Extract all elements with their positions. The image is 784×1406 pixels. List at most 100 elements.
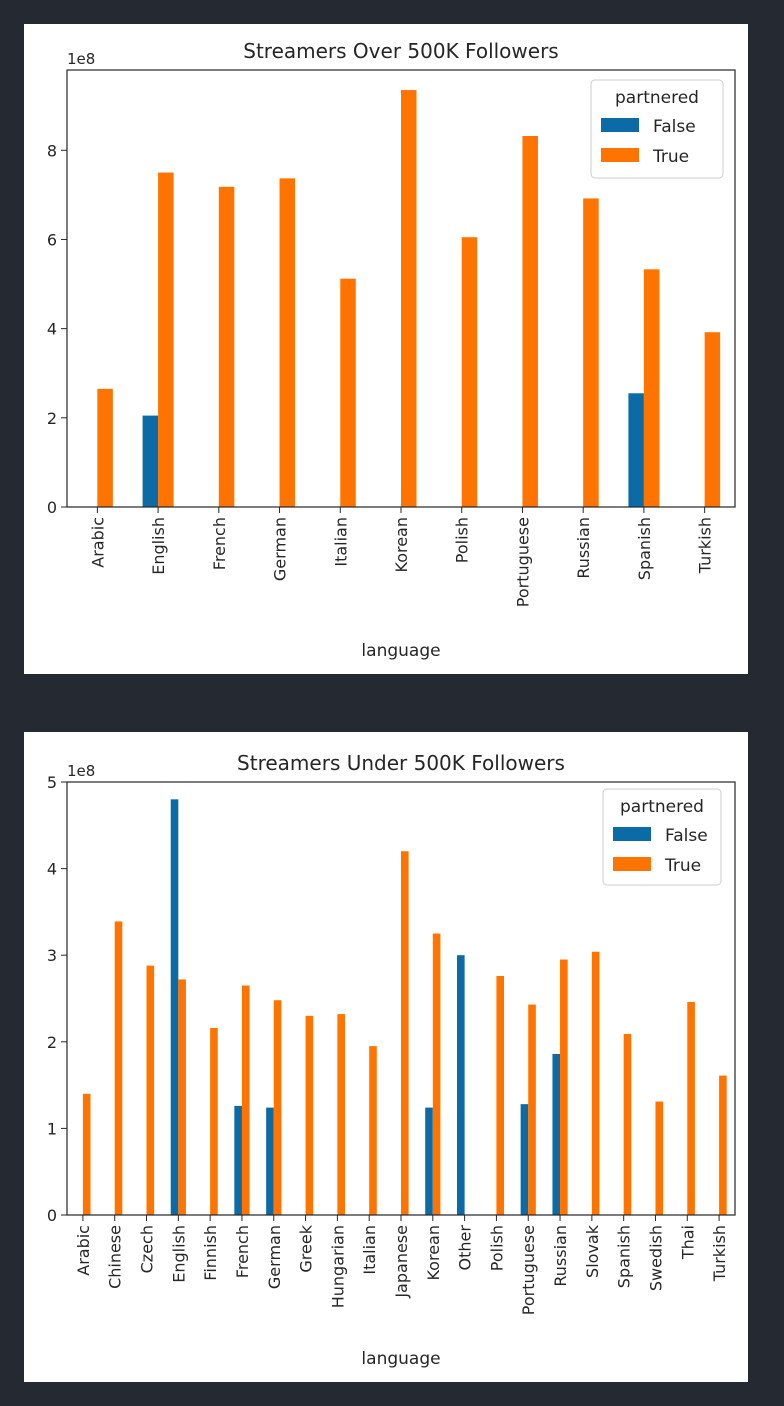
bar-true-polish — [461, 237, 478, 507]
bar-true-spanish — [643, 269, 660, 507]
bar-true-chinese — [114, 921, 123, 1215]
x-tick-label: Chinese — [106, 1225, 125, 1289]
bar-false-russian — [552, 1053, 561, 1215]
x-tick-label: Czech — [138, 1225, 157, 1273]
chart-panel-over-500k: Streamers Over 500K Followers 1e8 0 2 4 6 8 Ara… — [24, 24, 748, 674]
x-tick-label: Turkish — [696, 517, 715, 574]
bar-false-french — [234, 1105, 242, 1215]
legend-swatch-false — [613, 827, 651, 841]
bar-true-korean — [401, 90, 417, 507]
x-tick-label: Korean — [392, 517, 411, 573]
bar-true-turkish — [704, 332, 721, 507]
x-tick-label: Arabic — [88, 517, 107, 568]
x-tick-label: Turkish — [710, 1225, 729, 1282]
bar-true-english — [158, 172, 174, 507]
bar-true-polish — [496, 975, 505, 1215]
x-tick-label: English — [169, 1225, 188, 1283]
x-tick-label: Italian — [360, 1225, 379, 1275]
x-tick-label: Swedish — [646, 1225, 665, 1291]
bar-true-czech — [146, 965, 155, 1215]
legend-label-true: True — [664, 856, 701, 876]
y-tick-label: 3 — [47, 946, 57, 965]
legend-label-false: False — [653, 117, 696, 137]
x-tick-label: Spanish — [635, 517, 654, 580]
y-tick-label: 4 — [47, 320, 57, 339]
legend-swatch-true — [613, 857, 651, 871]
bar-true-swedish — [655, 1101, 664, 1215]
plot-frame — [66, 781, 736, 1216]
x-tick-label: Thai — [678, 1225, 697, 1260]
bar-false-spanish — [628, 393, 644, 507]
bar-true-german — [273, 1000, 282, 1215]
bar-true-thai — [687, 1001, 695, 1215]
bar-true-spanish — [623, 1034, 632, 1215]
x-tick-label: Greek — [297, 1224, 316, 1272]
legend-swatch-false — [601, 118, 639, 132]
chart-panel-under-500k: Streamers Under 500K Followers 1e8 0 1 2 3 4 5 A… — [24, 732, 748, 1382]
x-tick-label: French — [233, 1225, 252, 1278]
legend-label-true: True — [652, 147, 689, 167]
bar-true-japanese — [401, 851, 409, 1215]
bar-true-turkish — [719, 1075, 727, 1215]
bar-true-english — [178, 979, 186, 1215]
bar-true-portuguese — [522, 135, 538, 507]
x-tick-label: Finnish — [201, 1225, 220, 1281]
y-tick-label: 4 — [47, 860, 57, 879]
x-tick-label: Portuguese — [513, 517, 532, 607]
bar-true-finnish — [210, 1027, 218, 1215]
bar-false-other — [457, 955, 465, 1215]
bar-true-russian — [560, 959, 568, 1215]
plot-frame — [66, 69, 736, 508]
legend-label-false: False — [665, 826, 708, 846]
bar-true-russian — [583, 198, 599, 507]
chart-title: Streamers Under 500K Followers — [237, 751, 565, 775]
chart-title: Streamers Over 500K Followers — [243, 39, 558, 63]
y-tick-label: 2 — [47, 1033, 57, 1052]
bar-false-portuguese — [520, 1104, 529, 1215]
x-tick-label: English — [149, 517, 168, 575]
bar-true-italian — [369, 1046, 377, 1215]
legend-swatch-true — [601, 148, 639, 162]
bar-true-german — [279, 178, 296, 508]
x-tick-label: Korean — [424, 1225, 443, 1281]
legend-title: partnered — [615, 88, 699, 108]
x-tick-label: French — [210, 517, 229, 570]
bar-true-arabic — [97, 388, 113, 507]
bar-true-hungarian — [337, 1014, 345, 1215]
x-tick-label: Portuguese — [519, 1225, 538, 1315]
y-tick-label: 0 — [47, 498, 57, 517]
x-tick-label: Russian — [574, 517, 593, 579]
x-tick-label: Arabic — [74, 1225, 93, 1276]
bar-false-english — [170, 799, 179, 1215]
y-tick-label: 1 — [47, 1119, 57, 1138]
x-tick-label: Polish — [487, 1225, 506, 1271]
x-tick-label: Other — [456, 1225, 475, 1271]
bar-true-french — [241, 985, 250, 1215]
y-tick-label: 0 — [47, 1206, 57, 1225]
y-tick-label: 5 — [47, 773, 57, 792]
x-tick-label: Japanese — [392, 1225, 411, 1299]
x-tick-label: Spanish — [615, 1225, 634, 1288]
legend-title: partnered — [620, 797, 704, 817]
y-offset-label: 1e8 — [67, 50, 95, 68]
bar-true-portuguese — [528, 1004, 536, 1215]
bar-true-french — [218, 186, 235, 507]
bar-false-german — [266, 1107, 274, 1215]
bar-true-slovak — [591, 951, 600, 1215]
y-tick-label: 2 — [47, 409, 57, 428]
bar-false-korean — [425, 1107, 433, 1215]
x-tick-label: German — [271, 517, 290, 581]
bar-false-english — [142, 415, 159, 507]
bar-chart-under-500k: Streamers Under 500K Followers 1e8 0 1 2 3 4 5 A… — [47, 751, 736, 1369]
x-tick-label: Polish — [453, 517, 472, 563]
bar-true-arabic — [82, 1093, 91, 1215]
y-tick-label: 8 — [47, 141, 57, 160]
x-tick-label: Slovak — [583, 1224, 602, 1278]
bar-chart-over-500k: Streamers Over 500K Followers 1e8 0 2 4 6 8 Ara… — [47, 39, 736, 661]
x-tick-label: Russian — [551, 1225, 570, 1287]
y-offset-label: 1e8 — [67, 762, 95, 780]
x-tick-label: Hungarian — [328, 1225, 347, 1308]
bar-true-italian — [340, 278, 356, 507]
bar-true-greek — [305, 1015, 314, 1215]
x-axis-label: language — [361, 1349, 440, 1369]
